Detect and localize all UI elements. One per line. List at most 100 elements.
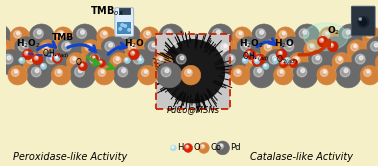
Circle shape [50, 56, 54, 60]
Circle shape [14, 31, 21, 38]
Circle shape [10, 27, 30, 47]
Circle shape [242, 57, 248, 64]
Circle shape [94, 65, 114, 85]
Circle shape [374, 43, 378, 47]
Circle shape [53, 53, 62, 63]
Circle shape [232, 27, 252, 47]
Circle shape [29, 57, 33, 60]
Circle shape [237, 70, 240, 73]
Circle shape [264, 64, 266, 67]
Circle shape [252, 57, 255, 60]
Circle shape [74, 67, 84, 77]
Circle shape [212, 29, 222, 38]
Circle shape [322, 37, 348, 62]
Circle shape [236, 31, 243, 38]
Circle shape [26, 62, 52, 88]
Circle shape [22, 43, 26, 47]
Circle shape [285, 58, 288, 61]
Circle shape [278, 51, 282, 55]
Circle shape [282, 32, 285, 35]
Circle shape [147, 32, 149, 35]
Circle shape [37, 30, 41, 34]
Circle shape [245, 49, 256, 60]
Circle shape [168, 40, 188, 59]
Circle shape [220, 144, 222, 147]
Circle shape [344, 69, 348, 73]
Circle shape [187, 146, 188, 147]
Circle shape [124, 30, 128, 34]
Circle shape [12, 69, 19, 76]
Circle shape [321, 69, 328, 76]
Circle shape [14, 37, 39, 62]
Circle shape [110, 52, 129, 72]
Circle shape [57, 37, 82, 62]
Circle shape [70, 62, 96, 88]
Circle shape [26, 52, 28, 53]
Circle shape [138, 57, 144, 64]
Circle shape [295, 57, 298, 60]
Text: H$_2$O$_2$: H$_2$O$_2$ [239, 38, 264, 50]
Circle shape [139, 58, 141, 61]
Circle shape [291, 61, 294, 64]
Circle shape [221, 50, 246, 75]
Circle shape [8, 65, 28, 85]
Circle shape [289, 52, 308, 72]
Circle shape [72, 24, 98, 50]
Circle shape [254, 59, 260, 64]
Circle shape [355, 54, 365, 64]
Circle shape [57, 31, 65, 38]
Circle shape [241, 42, 250, 51]
Circle shape [254, 67, 263, 77]
Circle shape [273, 57, 279, 64]
Circle shape [175, 45, 178, 48]
Circle shape [312, 54, 322, 64]
Circle shape [339, 57, 341, 60]
Circle shape [56, 57, 57, 58]
Circle shape [216, 30, 220, 34]
Circle shape [362, 27, 378, 47]
Circle shape [331, 43, 335, 47]
Circle shape [360, 65, 378, 85]
Circle shape [23, 52, 43, 72]
Circle shape [243, 58, 246, 61]
Circle shape [132, 52, 134, 53]
Circle shape [366, 31, 373, 38]
Circle shape [128, 50, 154, 75]
Circle shape [284, 42, 294, 51]
Circle shape [172, 146, 174, 148]
Circle shape [303, 30, 307, 34]
Circle shape [103, 32, 106, 35]
Circle shape [20, 58, 22, 61]
FancyBboxPatch shape [115, 8, 133, 36]
Circle shape [282, 61, 284, 62]
Text: TMB: TMB [51, 33, 73, 42]
Circle shape [327, 42, 337, 51]
Circle shape [46, 54, 56, 64]
Circle shape [42, 50, 67, 75]
Text: H$_2$O$_2$: H$_2$O$_2$ [16, 38, 41, 50]
Circle shape [281, 61, 284, 64]
FancyBboxPatch shape [117, 22, 131, 34]
Circle shape [351, 43, 358, 51]
Circle shape [54, 55, 58, 59]
Circle shape [163, 29, 173, 38]
Circle shape [129, 49, 139, 60]
Text: OH$_{\bullet(ad)}$: OH$_{\bullet(ad)}$ [242, 50, 270, 64]
Circle shape [161, 40, 225, 103]
Circle shape [0, 50, 24, 75]
Circle shape [22, 49, 33, 60]
Circle shape [249, 62, 274, 88]
Circle shape [122, 69, 125, 73]
Circle shape [216, 141, 229, 155]
Circle shape [119, 28, 122, 30]
Circle shape [40, 63, 46, 69]
Circle shape [24, 51, 28, 55]
Circle shape [274, 58, 276, 61]
Text: H: H [177, 143, 184, 152]
Circle shape [357, 16, 369, 28]
Circle shape [129, 43, 136, 51]
Circle shape [319, 38, 324, 42]
Circle shape [156, 62, 182, 88]
Circle shape [144, 70, 147, 73]
Circle shape [269, 54, 279, 64]
